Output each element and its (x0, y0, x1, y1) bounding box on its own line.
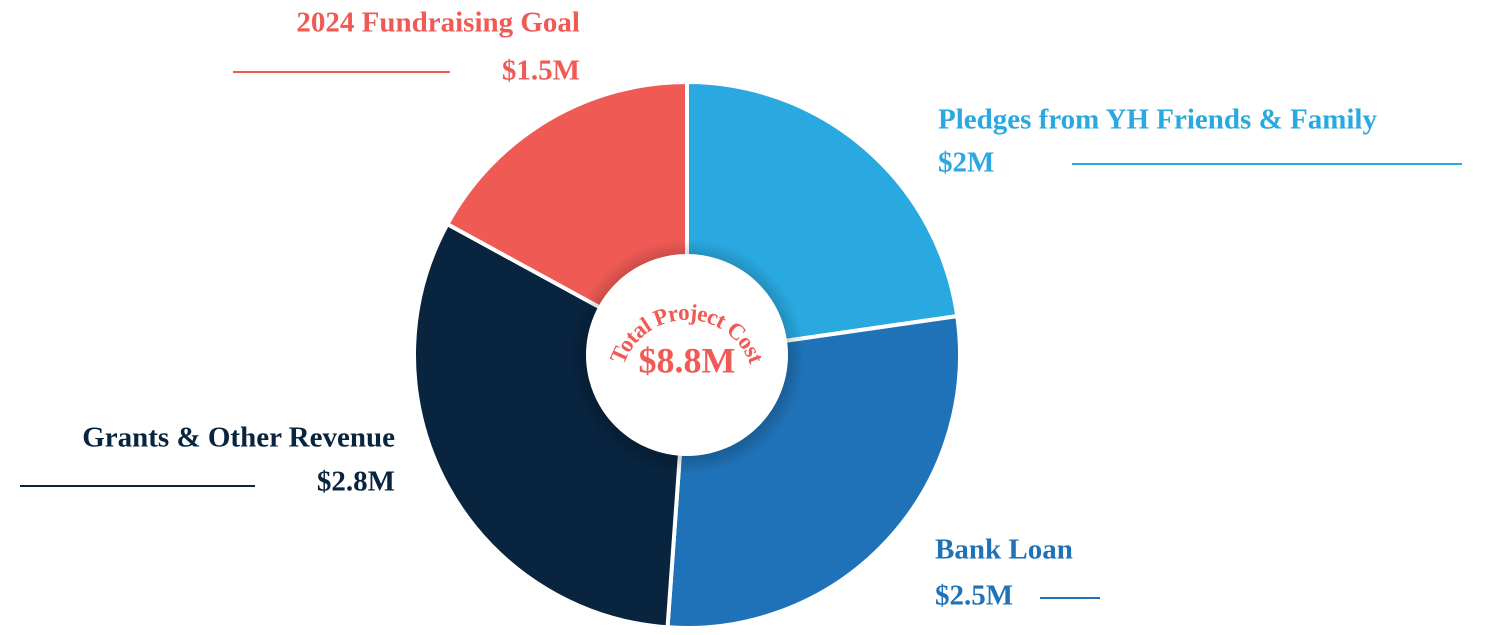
value-label: $1.5M (502, 55, 580, 87)
hole (586, 254, 788, 456)
slice-label: Bank Loan (935, 534, 1073, 566)
center-value: $8.8M (639, 340, 736, 380)
slice-label: Grants & Other Revenue (82, 422, 395, 454)
value-label: $2.8M (317, 466, 395, 498)
value-label: $2M (938, 147, 994, 179)
slice-label: Pledges from YH Friends & Family (938, 104, 1377, 136)
value-label: $2.5M (935, 580, 1013, 612)
slice-label: 2024 Fundraising Goal (296, 7, 580, 39)
